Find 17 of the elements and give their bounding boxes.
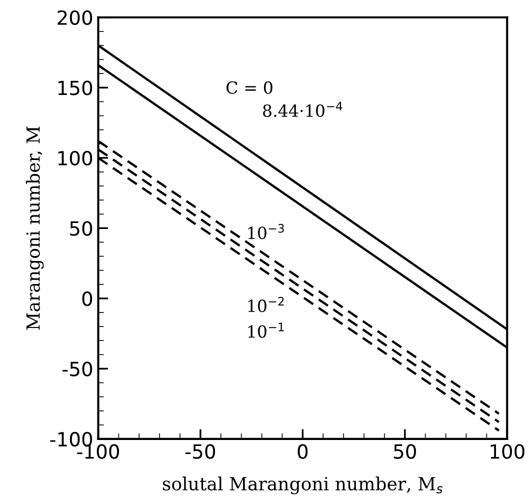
annotation: 8.44·10$^{−4}$	[263, 102, 342, 117]
y-tick-label: -50	[62, 362, 92, 376]
x-tick-label: 100	[490, 444, 524, 459]
x-tick-label: 0	[298, 444, 308, 459]
x-axis-title: solutal Marangoni number, M$_{s}$	[162, 476, 443, 494]
y-axis-title: Marangoni number, M	[26, 126, 44, 330]
x-tick-label: 50	[394, 444, 416, 459]
annotation: 10$^{−2}$	[248, 296, 284, 312]
annotation: 10$^{−3}$	[248, 224, 284, 240]
y-tick-label: 200	[58, 10, 92, 26]
annotation: 10$^{−1}$	[248, 322, 284, 338]
annotation: C = 0	[226, 81, 272, 94]
x-tick-label: -50	[186, 444, 216, 459]
y-tick-label: 150	[58, 80, 92, 96]
y-tick-label: 0	[82, 291, 92, 306]
y-tick-label: 100	[58, 150, 92, 166]
y-tick-label: 50	[70, 221, 92, 236]
